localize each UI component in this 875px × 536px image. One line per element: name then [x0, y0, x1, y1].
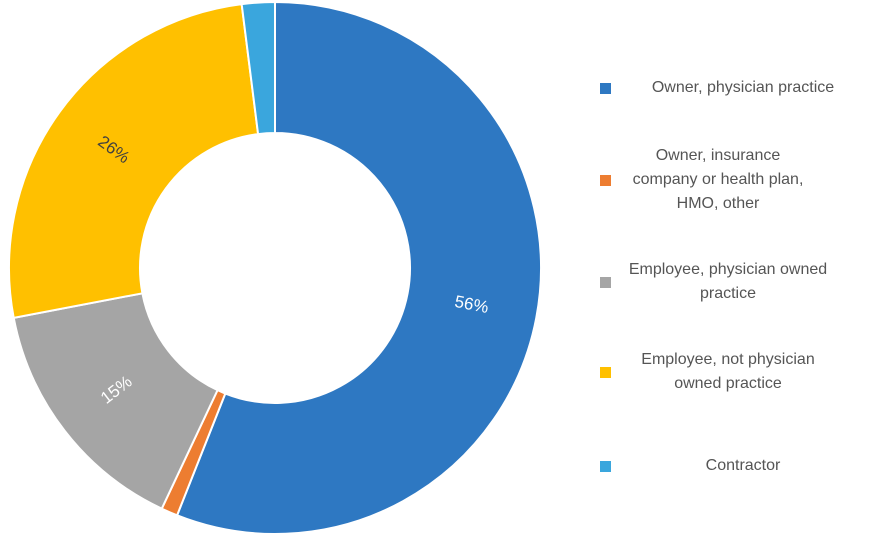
legend-swatch: [600, 82, 611, 94]
legend-item: Employee, physician owned practice: [600, 242, 870, 322]
legend-label: Owner, insurance company or health plan,…: [632, 147, 804, 212]
legend-item: Contractor: [600, 426, 870, 506]
legend-item: Employee, not physician owned practice: [600, 332, 870, 412]
donut-slice: [175, 0, 542, 535]
legend-swatch: [600, 460, 611, 472]
legend-label: Owner, physician practice: [651, 79, 835, 96]
legend-label: Employee, not physician owned practice: [641, 351, 815, 392]
donut-slice: [12, 292, 219, 511]
legend-label: Contractor: [705, 457, 781, 474]
legend-item: Owner, insurance company or health plan,…: [600, 140, 870, 220]
donut-slice: [240, 0, 276, 136]
legend-swatch: [600, 174, 611, 186]
donut-slice: [8, 2, 260, 320]
legend-label: Employee, physician owned practice: [628, 261, 828, 302]
legend-swatch: [600, 276, 611, 288]
legend-item: Owner, physician practice: [600, 48, 870, 128]
donut-plot: 56%15%26%: [8, 0, 542, 535]
legend-swatch: [600, 366, 611, 378]
